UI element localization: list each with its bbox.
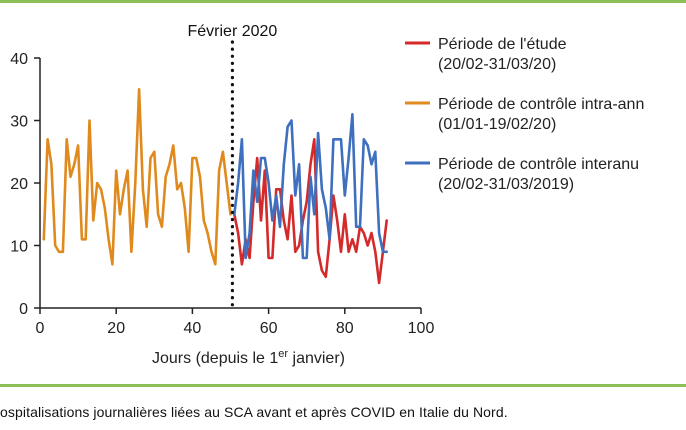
chart-legend: Période de l'étude (20/02-31/03/20) Périod…	[405, 36, 644, 193]
x-tick-label: 80	[336, 320, 354, 337]
x-tick-label: 0	[36, 320, 45, 337]
y-tick-label: 20	[10, 176, 28, 193]
x-tick-label: 40	[184, 320, 202, 337]
line-chart: 0 20 40 60 80 100 0 10 20 30 40 Jours (depuis le 1e…	[10, 23, 644, 367]
legend-label: Période de l'étude	[438, 36, 567, 53]
annotation-label: Février 2020	[187, 23, 277, 40]
x-axis-label-sup: er	[278, 348, 288, 360]
legend-sublabel: (01/01-19/02/20)	[438, 116, 556, 133]
series-line-study	[233, 138, 389, 285]
x-tick-label: 100	[408, 320, 435, 337]
top-rule	[0, 0, 686, 3]
chart-series	[42, 88, 389, 285]
y-tick-label: 0	[19, 301, 28, 318]
series-line-inter	[233, 113, 389, 260]
y-tick-label: 40	[10, 51, 28, 68]
x-tick-label: 60	[260, 320, 278, 337]
x-tick-label: 20	[107, 320, 125, 337]
chart-axes: 0 20 40 60 80 100 0 10 20 30 40 Jours (depuis le 1e…	[10, 51, 434, 367]
y-tick-label: 10	[10, 239, 28, 256]
figure-caption: ospitalisations journalières liées au SC…	[0, 404, 508, 420]
chart-annotation: Février 2020	[187, 23, 277, 310]
legend-label: Période de contrôle intra-ann	[438, 96, 644, 113]
x-axis-label: Jours (depuis le 1er janvier)	[152, 348, 345, 367]
legend-sublabel: (20/02-31/03/2019)	[438, 176, 574, 193]
legend-sublabel: (20/02-31/03/20)	[438, 56, 556, 73]
y-tick-label: 30	[10, 114, 28, 131]
series-line-intra	[42, 88, 232, 266]
x-axis-label-main: Jours (depuis le 1	[152, 350, 278, 367]
bottom-rule	[0, 384, 686, 387]
x-axis-label-end: janvier)	[288, 350, 345, 367]
legend-label: Période de contrôle interanu	[438, 156, 639, 173]
